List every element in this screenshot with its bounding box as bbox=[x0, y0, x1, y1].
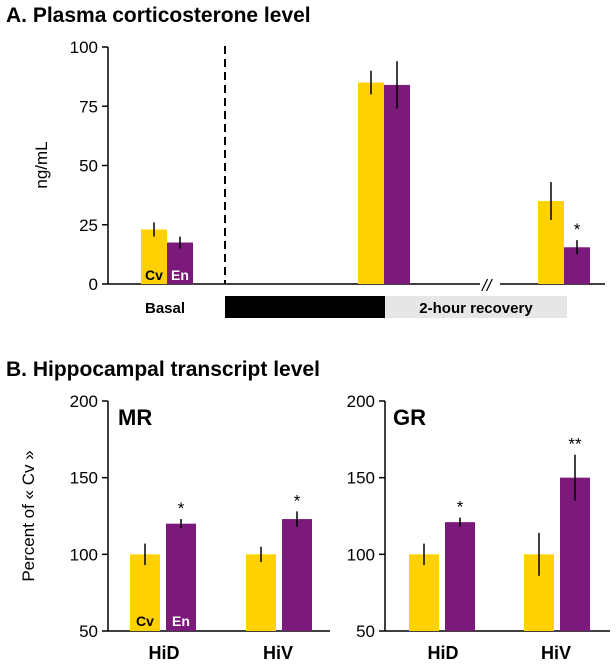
a-stress-band bbox=[225, 296, 385, 318]
a-ytick-label: 0 bbox=[89, 275, 98, 294]
b-legend-en: En bbox=[172, 613, 190, 629]
b-bar-en bbox=[282, 519, 312, 631]
b-bar-cv bbox=[246, 554, 276, 631]
b-legend-cv: Cv bbox=[136, 613, 154, 629]
a-ytick-label: 100 bbox=[70, 38, 98, 57]
b-category-label: HiD bbox=[428, 643, 459, 663]
b-significance-mark: ** bbox=[568, 435, 582, 454]
b-ytick-label: 150 bbox=[70, 469, 98, 488]
a-ytick-label: 50 bbox=[79, 157, 98, 176]
a-significance-mark: * bbox=[574, 220, 581, 239]
a-axis-break: // bbox=[481, 276, 494, 295]
a-bar-en bbox=[384, 84, 410, 284]
b-ytick-label: 50 bbox=[79, 622, 98, 641]
b-category-label: HiV bbox=[263, 643, 293, 663]
b-significance-mark: * bbox=[457, 498, 464, 517]
b-bar-en bbox=[560, 477, 590, 631]
a-recovery-band bbox=[385, 296, 567, 318]
b-bar-en bbox=[445, 522, 475, 631]
b-bar-en bbox=[166, 523, 196, 631]
b-y-axis-label: Percent of « Cv » bbox=[19, 450, 38, 581]
a-legend-en: En bbox=[171, 267, 189, 283]
a-category-label: Basal bbox=[145, 300, 185, 317]
panel-b-title: B. Hippocampal transcript level bbox=[6, 358, 320, 381]
panel-a-title: A. Plasma corticosterone level bbox=[6, 4, 311, 27]
a-bar-cv bbox=[141, 229, 167, 284]
b-significance-mark: * bbox=[178, 499, 185, 518]
a-category-label: 30’ restraint stress bbox=[239, 300, 372, 317]
b-ytick-label: 100 bbox=[70, 545, 98, 564]
b-panel-label: GR bbox=[393, 405, 426, 430]
b-bar-cv bbox=[130, 554, 160, 631]
a-y-axis-label: ng/mL bbox=[32, 141, 51, 188]
b-ytick-label: 50 bbox=[356, 622, 375, 641]
a-bar-en bbox=[167, 242, 193, 284]
b-ytick-label: 150 bbox=[347, 469, 375, 488]
a-category-label: 2-hour recovery bbox=[419, 300, 533, 317]
chart-b: Percent of « Cv » 50 100 150 200 MR * HiD * HiV Cv… bbox=[19, 392, 610, 663]
a-ytick-label: 75 bbox=[79, 97, 98, 116]
b-ytick-label: 200 bbox=[347, 392, 375, 411]
chart-a: 0 25 50 75 100 ng/mL // * Cv En Basal 30’ restraint… bbox=[32, 38, 605, 318]
b-panel-label: MR bbox=[118, 405, 152, 430]
b-category-label: HiV bbox=[541, 643, 571, 663]
a-ytick-label: 25 bbox=[79, 216, 98, 235]
b-ytick-label: 200 bbox=[70, 392, 98, 411]
a-legend-cv: Cv bbox=[145, 267, 163, 283]
b-category-label: HiD bbox=[149, 643, 180, 663]
b-ytick-label: 100 bbox=[347, 545, 375, 564]
b-significance-mark: * bbox=[294, 491, 301, 510]
a-bar-cv bbox=[358, 82, 384, 284]
b-bar-cv bbox=[409, 554, 439, 631]
